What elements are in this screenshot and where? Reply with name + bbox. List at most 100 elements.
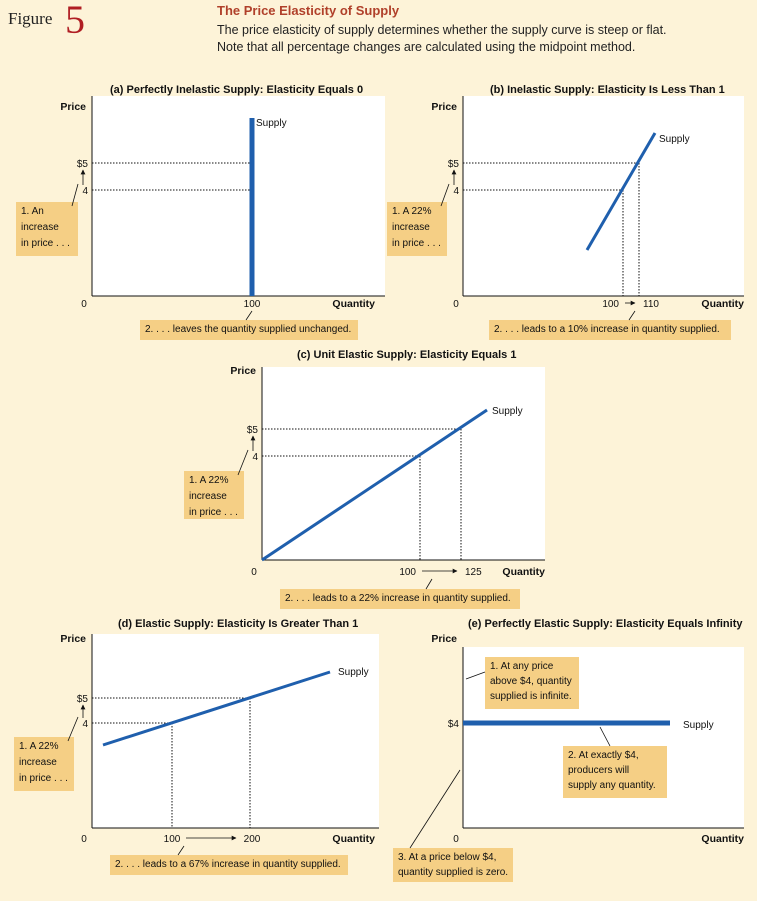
annotation-box	[563, 746, 667, 798]
y-axis-label: Price	[431, 633, 457, 645]
figure-description-line-2: Note that all percentage changes are cal…	[217, 40, 635, 54]
figure-number: 5	[65, 0, 85, 42]
note-exact-pointer	[599, 726, 611, 747]
panel-b: (b) Inelastic Supply: Elasticity Is Less…	[387, 84, 744, 340]
annotation-box	[280, 589, 520, 609]
note-below-price: 3. At a price below $4, quantity supplied…	[393, 848, 513, 882]
price-tick: 4	[252, 452, 258, 463]
price-change-note: 1. A 22% increase in price . . .	[184, 471, 244, 519]
supply-label: Supply	[659, 134, 690, 145]
supply-label: Supply	[256, 118, 287, 129]
price-note-pointer	[67, 716, 79, 742]
annotation-line: 1. A 22%	[189, 475, 229, 486]
annotation-line: 2. . . . leads to a 22% increase in quan…	[285, 593, 511, 604]
price-tick: 4	[82, 186, 88, 197]
annotation-line: 1. A 22%	[392, 206, 432, 217]
annotation-box	[489, 320, 731, 340]
panel-d: (d) Elastic Supply: Elasticity Is Greate…	[14, 618, 379, 875]
price-change-note: 1. A 22% increase in price . . .	[14, 737, 74, 791]
annotation-line: producers will	[568, 765, 629, 776]
annotation-box	[16, 202, 78, 256]
quantity-note-pointer	[628, 310, 636, 321]
note-above-pointer	[465, 671, 486, 680]
panel-title: (d) Elastic Supply: Elasticity Is Greate…	[118, 618, 358, 630]
annotation-line: 2. . . . leads to a 10% increase in quan…	[494, 324, 720, 335]
origin-label: 0	[453, 299, 459, 310]
supply-label: Supply	[492, 406, 523, 417]
x-axis-label: Quantity	[701, 833, 744, 845]
origin-label: 0	[81, 834, 87, 845]
price-tick: 4	[453, 186, 459, 197]
quantity-tick: 100	[399, 567, 416, 578]
annotation-line: 1. An	[21, 206, 44, 217]
quantity-tick: 100	[164, 834, 181, 845]
annotation-line: in price . . .	[21, 238, 70, 249]
panel-title: (e) Perfectly Elastic Supply: Elasticity…	[468, 618, 743, 630]
quantity-change-note: 2. . . . leads to a 10% increase in quan…	[489, 320, 731, 340]
annotation-box	[184, 471, 244, 519]
supply-curve	[261, 408, 488, 562]
y-axis-label: Price	[60, 101, 86, 113]
figure-word: Figure	[8, 9, 52, 28]
quantity-tick: 110	[643, 299, 659, 310]
annotation-line: in price . . .	[189, 507, 238, 518]
quantity-tick: 125	[465, 567, 482, 578]
quantity-change-note: 2. . . . leads to a 67% increase in quan…	[110, 855, 348, 875]
quantity-tick: 100	[244, 299, 261, 310]
x-axis-label: Quantity	[701, 298, 744, 310]
annotation-line: supplied is infinite.	[490, 691, 572, 702]
plot-area	[463, 96, 744, 296]
annotation-line: 3. At a price below $4,	[398, 852, 496, 863]
x-axis-label: Quantity	[332, 833, 375, 845]
price-tick: $5	[77, 694, 89, 705]
price-tick: $5	[448, 159, 460, 170]
quantity-change-note: 2. . . . leads to a 22% increase in quan…	[280, 589, 520, 609]
price-note-pointer	[440, 183, 450, 207]
price-tick: $5	[77, 159, 89, 170]
supply-curve	[585, 132, 657, 251]
panel-title: (c) Unit Elastic Supply: Elasticity Equa…	[297, 349, 516, 361]
quantity-change-note: 2. . . . leaves the quantity supplied un…	[140, 320, 358, 340]
annotation-box	[393, 848, 513, 882]
x-axis-label: Quantity	[502, 566, 545, 578]
panel-title: (b) Inelastic Supply: Elasticity Is Less…	[490, 84, 725, 96]
annotation-line: 1. At any price	[490, 661, 554, 672]
plot-area	[92, 634, 379, 828]
figure-title: The Price Elasticity of Supply	[217, 3, 400, 18]
panel-c: (c) Unit Elastic Supply: Elasticity Equa…	[184, 349, 545, 609]
annotation-box	[485, 657, 579, 709]
panels: (a) Perfectly Inelastic Supply: Elastici…	[14, 84, 744, 882]
supply-label: Supply	[683, 720, 714, 731]
note-exact-price: 2. At exactly $4, producers will supply an…	[563, 746, 667, 798]
origin-label: 0	[453, 834, 459, 845]
annotation-line: supply any quantity.	[568, 780, 656, 791]
annotation-box	[387, 202, 447, 256]
origin-label: 0	[81, 299, 87, 310]
quantity-tick: 100	[602, 299, 619, 310]
price-note-pointer	[71, 183, 79, 207]
note-below-pointer	[409, 769, 461, 849]
price-change-note: 1. An increase in price . . .	[16, 202, 78, 256]
supply-label: Supply	[338, 667, 369, 678]
plot-area	[92, 96, 385, 296]
quantity-note-pointer	[177, 845, 185, 856]
price-note-pointer	[237, 449, 249, 476]
annotation-line: in price . . .	[392, 238, 441, 249]
annotation-box	[140, 320, 358, 340]
figure-description-line-1: The price elasticity of supply determine…	[217, 23, 667, 37]
quantity-tick: 200	[244, 834, 261, 845]
price-tick: $4	[448, 719, 460, 730]
annotation-line: increase	[21, 222, 59, 233]
x-axis-label: Quantity	[332, 298, 375, 310]
annotation-line: increase	[19, 757, 57, 768]
note-above-price: 1. At any price above $4, quantity supplie…	[485, 657, 579, 709]
annotation-line: above $4, quantity	[490, 676, 572, 687]
annotation-line: increase	[392, 222, 430, 233]
panel-a: (a) Perfectly Inelastic Supply: Elastici…	[16, 84, 385, 340]
y-axis-label: Price	[431, 101, 457, 113]
annotation-line: increase	[189, 491, 227, 502]
annotation-line: 2. . . . leads to a 67% increase in quan…	[115, 859, 341, 870]
origin-label: 0	[251, 567, 257, 578]
annotation-line: 2. At exactly $4,	[568, 750, 639, 761]
